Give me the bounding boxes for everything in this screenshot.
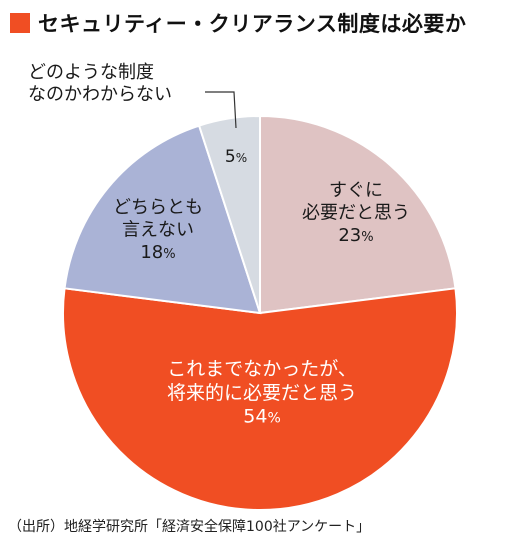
slice-label-3: どちらとも言えない — [113, 197, 203, 241]
pie-slice-4 — [197, 114, 261, 314]
leader-line — [205, 91, 237, 129]
title-marker — [10, 13, 30, 33]
source-note: （出所）地経学研究所「経済安全保障100社アンケート」 — [8, 519, 371, 535]
chart-title: セキュリティー・クリアランス制度は必要か — [38, 12, 467, 36]
pie-slice-2 — [62, 287, 458, 511]
slice-value-1: 23% — [338, 225, 373, 246]
slice-label-4: どのような制度なのかわからない — [28, 62, 172, 105]
slice-label-2: これまでなかったが、将来的に必要だと思う — [167, 358, 357, 404]
pie-slice-1 — [259, 114, 457, 315]
slice-value-2: 54% — [243, 406, 281, 428]
slice-label-1: すぐに必要だと思う — [302, 180, 410, 224]
slice-value-3: 18% — [140, 242, 175, 263]
slice-value-4: 5% — [225, 147, 247, 167]
chart-title-row: セキュリティー・クリアランス制度は必要か — [10, 8, 466, 38]
pie-slice-3 — [63, 124, 262, 315]
